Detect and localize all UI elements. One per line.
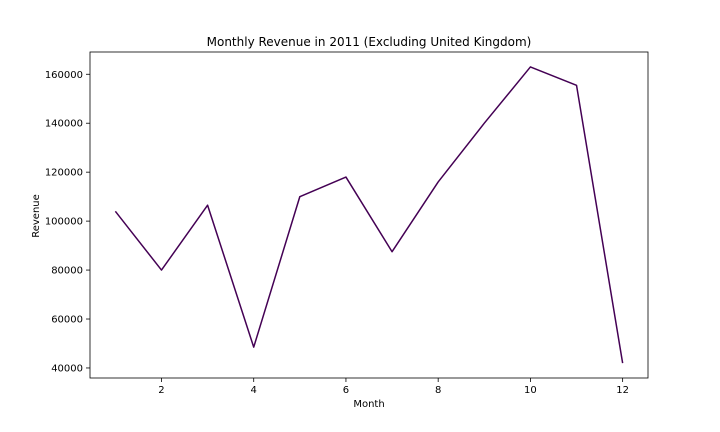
x-tick-label: 2 xyxy=(158,385,164,396)
y-tick-label: 140000 xyxy=(45,119,83,130)
y-tick-label: 120000 xyxy=(45,168,83,179)
x-tick-label: 6 xyxy=(343,385,349,396)
y-tick-label: 100000 xyxy=(45,217,83,228)
series-group xyxy=(114,66,624,364)
y-axis-ticks: 40000 60000 80000 100000 120000 140000 160000 xyxy=(45,70,90,374)
x-tick-label: 4 xyxy=(251,385,257,396)
y-axis-label: Revenue xyxy=(31,194,42,238)
y-tick-label: 160000 xyxy=(45,70,83,81)
revenue-line xyxy=(114,66,624,364)
y-tick-label: 80000 xyxy=(51,266,83,277)
y-tick-label: 40000 xyxy=(51,363,83,374)
plot-area: 2 4 6 8 10 12 40000 60000 80000 100000 120000 1400… xyxy=(45,51,649,396)
x-axis-ticks: 2 4 6 8 10 12 xyxy=(158,378,629,396)
x-tick-label: 8 xyxy=(435,385,441,396)
plot-frame xyxy=(89,51,649,379)
x-tick-label: 12 xyxy=(616,385,629,396)
x-axis-label: Month xyxy=(353,399,384,410)
y-tick-label: 60000 xyxy=(51,315,83,326)
chart-title: Monthly Revenue in 2011 (Excluding Unite… xyxy=(207,35,532,49)
x-tick-label: 10 xyxy=(524,385,537,396)
